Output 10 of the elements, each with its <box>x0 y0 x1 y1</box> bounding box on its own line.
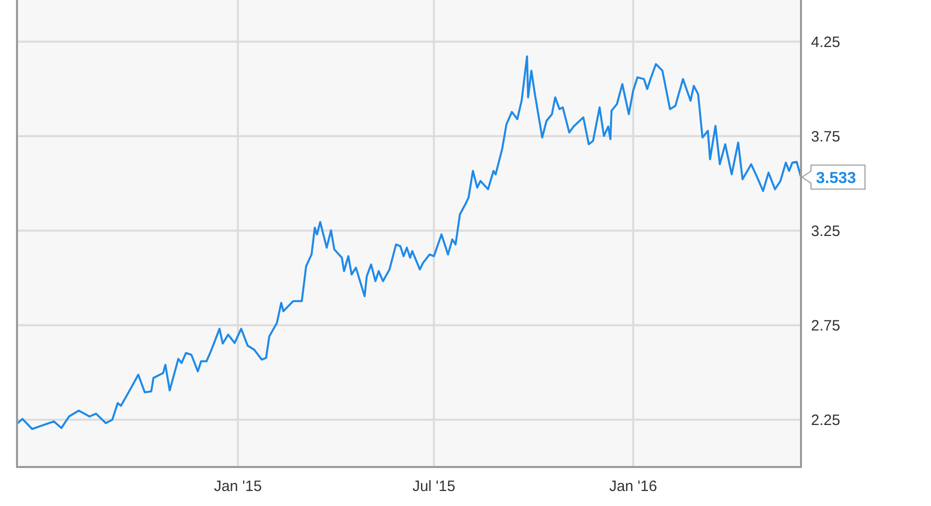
x-tick-label: Jul '15 <box>412 478 456 495</box>
annotation: 3.533 <box>816 170 856 188</box>
y-tick-label: 4.25 <box>811 34 840 51</box>
y-tick-label: 2.25 <box>811 412 840 429</box>
x-tick-label: Jan '15 <box>214 478 262 495</box>
x-tick-label: Jan '16 <box>609 478 658 495</box>
y-tick-label: 2.75 <box>811 317 840 334</box>
y-tick-label: 3.75 <box>811 128 840 146</box>
y-tick-label: 3.25 <box>811 222 840 240</box>
line-series <box>17 55 802 430</box>
